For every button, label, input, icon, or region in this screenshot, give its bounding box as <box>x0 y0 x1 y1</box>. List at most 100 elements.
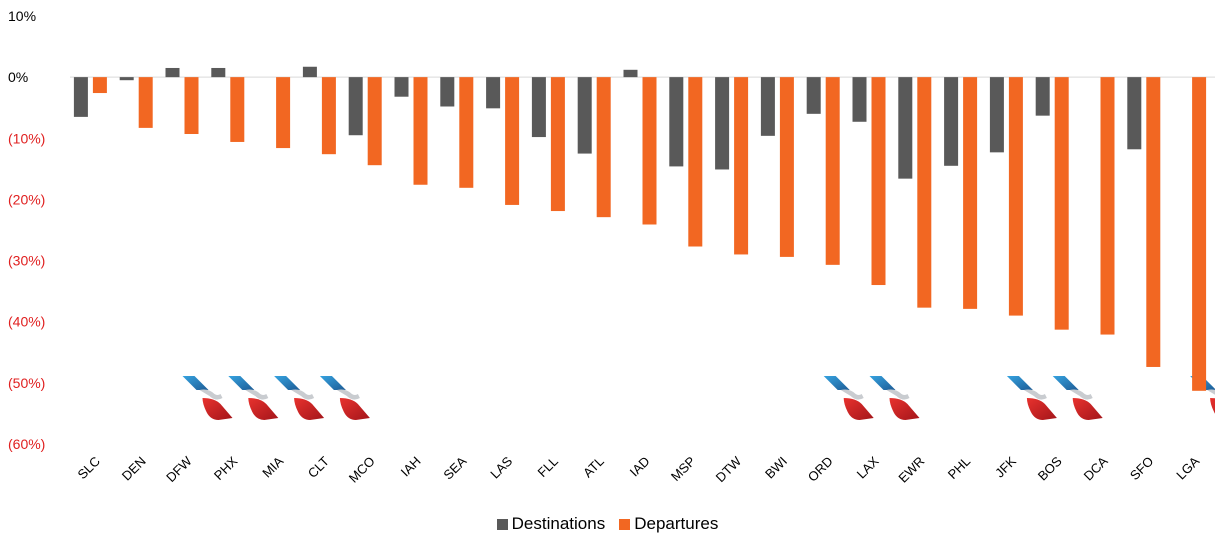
bar-departures-lga <box>1192 77 1207 391</box>
legend-item-destinations: Destinations <box>496 514 606 534</box>
bar-destinations-iah <box>394 77 409 97</box>
x-tick-label: FLL <box>535 454 561 480</box>
bar-destinations-dtw <box>715 77 730 170</box>
chart: 10% 0% (10%) (20%) (30%) (40%) (50%) (60%) SLC D… <box>8 8 1215 486</box>
bar-departures-las <box>505 77 520 205</box>
x-tick-label: BWI <box>762 454 790 482</box>
bar-destinations-iad <box>623 69 638 78</box>
bar-departures-mia <box>276 77 291 149</box>
airline-tail-logo-icon <box>823 376 874 420</box>
bar-destinations-dfw <box>165 67 180 78</box>
x-tick-label: LAX <box>854 453 882 481</box>
bar-departures-bos <box>1054 77 1069 330</box>
bar-destinations-fll <box>531 77 546 138</box>
y-axis: 10% 0% (10%) (20%) (30%) (40%) (50%) (60%) <box>8 8 45 452</box>
x-tick-label: SFO <box>1127 454 1157 484</box>
legend-label-departures: Departures <box>634 514 719 533</box>
airline-tail-logo-icon <box>274 376 325 420</box>
bar-destinations-clt <box>302 66 317 78</box>
bar-departures-iah <box>413 77 428 185</box>
airline-tail-logo-icon <box>182 376 233 420</box>
bar-departures-ord <box>825 77 840 265</box>
bar-departures-den <box>138 77 153 128</box>
bar-destinations-atl <box>577 77 592 154</box>
x-axis: SLC DEN DFW PHX MIA CLT MCO IAH SEA LAS FLL ATL IAD M… <box>75 453 1203 486</box>
legend-label-destinations: Destinations <box>511 514 606 533</box>
y-tick-label: 0% <box>8 69 28 85</box>
x-tick-label: ATL <box>580 454 607 481</box>
bar-departures-phx <box>230 77 245 142</box>
x-tick-label: CLT <box>305 453 332 480</box>
bar-destinations-phx <box>211 67 226 78</box>
y-tick-label: (20%) <box>8 191 45 207</box>
bar-destinations-slc <box>73 77 88 117</box>
y-tick-label: (40%) <box>8 314 45 330</box>
airline-tail-logo-icon <box>228 376 279 420</box>
x-tick-label: MCO <box>346 454 378 486</box>
y-tick-label: (50%) <box>8 375 45 391</box>
bar-destinations-mco <box>348 77 363 136</box>
x-tick-label: JFK <box>992 453 1019 480</box>
bar-destinations-ord <box>806 77 821 114</box>
logos <box>182 376 1215 420</box>
bar-departures-bwi <box>779 77 794 257</box>
bar-departures-jfk <box>1008 77 1023 316</box>
x-tick-label: ORD <box>805 454 836 485</box>
bar-destinations-ewr <box>898 77 913 179</box>
airline-tail-logo-icon <box>1006 376 1057 420</box>
bar-destinations-jfk <box>989 77 1004 153</box>
bar-departures-iad <box>642 77 657 225</box>
y-tick-label: (10%) <box>8 130 45 146</box>
bar-destinations-sea <box>440 77 455 107</box>
bar-departures-mco <box>367 77 382 166</box>
x-tick-label: MSP <box>668 454 699 485</box>
y-tick-label: (60%) <box>8 436 45 452</box>
bar-destinations-phl <box>944 77 959 166</box>
bar-departures-clt <box>321 77 336 155</box>
legend-item-departures: Departures <box>619 514 718 534</box>
x-tick-label: MIA <box>259 453 286 480</box>
bar-destinations-bwi <box>760 77 775 136</box>
bar-departures-fll <box>550 77 565 212</box>
bar-departures-dca <box>1100 77 1115 335</box>
bar-destinations-sfo <box>1127 77 1142 150</box>
airline-tail-logo-icon <box>319 376 370 420</box>
y-tick-label: 10% <box>8 8 36 24</box>
bar-departures-sfo <box>1146 77 1161 367</box>
x-tick-label: DCA <box>1081 453 1111 483</box>
bar-departures-ewr <box>917 77 932 308</box>
bar-departures-atl <box>596 77 611 218</box>
bar-departures-phl <box>963 77 978 309</box>
x-tick-label: PHL <box>945 454 973 482</box>
bar-destinations-bos <box>1035 77 1050 116</box>
bar-destinations-las <box>486 77 501 109</box>
bars <box>73 66 1207 391</box>
legend-swatch-departures <box>619 518 631 530</box>
x-tick-label: DEN <box>119 454 149 484</box>
legend: Destinations Departures <box>0 514 1215 534</box>
bar-departures-lax <box>871 77 886 286</box>
x-tick-label: DFW <box>163 453 195 485</box>
x-tick-label: SLC <box>75 454 103 482</box>
bar-destinations-msp <box>669 77 684 167</box>
bar-destinations-lax <box>852 77 867 122</box>
x-tick-label: DTW <box>713 453 745 485</box>
x-tick-label: IAH <box>398 454 424 480</box>
x-tick-label: LAS <box>487 453 515 481</box>
bar-departures-msp <box>688 77 703 247</box>
x-tick-label: EWR <box>895 454 927 486</box>
x-tick-label: BOS <box>1035 453 1065 483</box>
x-tick-label: IAD <box>627 454 653 480</box>
bar-departures-dfw <box>184 77 199 135</box>
x-tick-label: PHX <box>211 453 241 483</box>
airline-tail-logo-icon <box>869 376 920 420</box>
bar-departures-dtw <box>734 77 749 255</box>
legend-swatch-destinations <box>496 518 508 530</box>
bar-departures-slc <box>92 77 107 94</box>
x-tick-label: SEA <box>440 453 469 482</box>
x-tick-label: LGA <box>1173 453 1202 482</box>
y-tick-label: (30%) <box>8 253 45 269</box>
bar-destinations-den <box>119 77 134 81</box>
bar-departures-sea <box>459 77 474 188</box>
airline-tail-logo-icon <box>1052 376 1103 420</box>
